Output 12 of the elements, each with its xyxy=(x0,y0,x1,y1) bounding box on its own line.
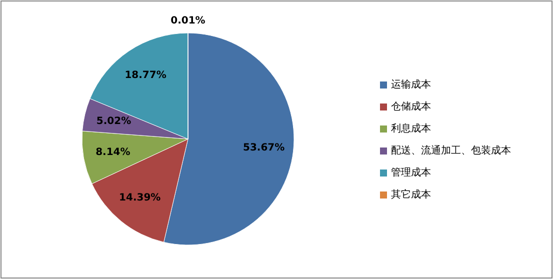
data-label: 18.77% xyxy=(124,70,166,82)
data-label: 5.02% xyxy=(96,116,132,127)
legend-label: 其它成本 xyxy=(391,188,431,200)
legend-label: 仓储成本 xyxy=(391,100,431,112)
data-label: 8.14% xyxy=(96,147,130,158)
legend-label: 管理成本 xyxy=(391,166,431,178)
legend-label: 利息成本 xyxy=(391,122,431,134)
data-label: 53.67% xyxy=(242,142,285,154)
data-label: 0.01% xyxy=(170,16,206,26)
data-label: 14.39% xyxy=(119,192,161,204)
legend-label: 配送、流通加工、包装成本 xyxy=(391,144,511,156)
legend-label: 运输成本 xyxy=(391,78,431,90)
